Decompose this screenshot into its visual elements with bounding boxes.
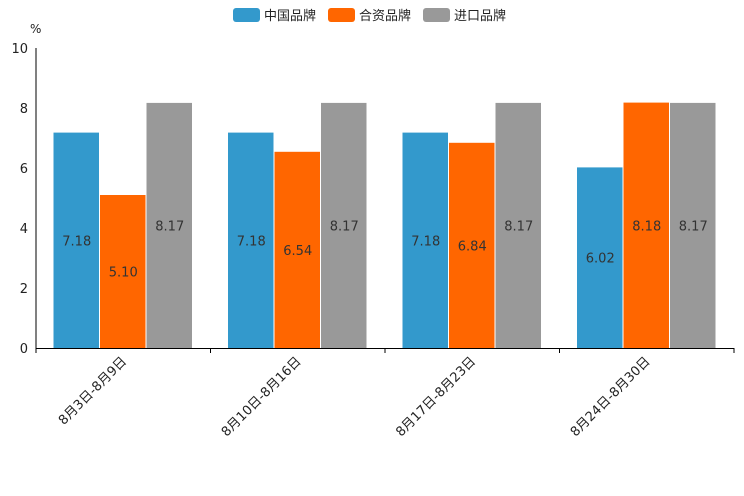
bar-series2-cat4 <box>623 102 669 348</box>
bar-series3-cat1 <box>146 102 192 349</box>
x-category-label: 8月24日-8月30日 <box>568 354 654 440</box>
y-axis-unit: % <box>30 22 41 36</box>
data-label: 6.54 <box>283 244 312 259</box>
x-category-label: 8月10日-8月16日 <box>219 354 305 440</box>
bar-series1-cat2 <box>228 132 274 348</box>
legend-label-3: 进口品牌 <box>454 8 506 24</box>
y-axis: 0 2 4 6 8 10 <box>11 42 37 357</box>
bar-series3-cat3 <box>495 102 541 349</box>
bar-series1-cat4 <box>577 167 623 348</box>
y-tick-label: 6 <box>20 162 28 177</box>
legend: 中国品牌 合资品牌 进口品牌 <box>233 8 506 24</box>
x-category-label: 8月17日-8月23日 <box>393 354 479 440</box>
data-label: 7.18 <box>62 234 91 249</box>
data-label: 6.84 <box>458 239 487 254</box>
legend-swatch-1 <box>233 8 260 22</box>
data-label: 8.18 <box>632 219 661 234</box>
data-label: 7.18 <box>237 234 266 249</box>
legend-swatch-3 <box>423 8 450 22</box>
bar-series2-cat2 <box>274 151 320 348</box>
bars: 7.18 5.10 8.17 7.18 6.54 8.17 7.18 6.84 8.17 6.02… <box>53 102 716 349</box>
data-label: 8.17 <box>330 219 359 234</box>
bar-series1-cat3 <box>402 132 448 348</box>
x-category-label: 8月3日-8月9日 <box>56 354 130 428</box>
data-label: 8.17 <box>155 219 184 234</box>
data-label: 7.18 <box>411 234 440 249</box>
bar-series3-cat4 <box>670 102 716 349</box>
bar-series1-cat1 <box>53 132 99 348</box>
data-label: 6.02 <box>586 252 615 267</box>
y-tick-label: 4 <box>20 222 28 237</box>
bar-series3-cat2 <box>321 102 367 349</box>
legend-label-1: 中国品牌 <box>264 8 316 24</box>
x-axis: 8月3日-8月9日 8月10日-8月16日 8月17日-8月23日 8月24日-8月3… <box>35 348 735 440</box>
y-tick-label: 0 <box>20 342 28 357</box>
legend-label-2: 合资品牌 <box>359 8 411 24</box>
y-tick-label: 10 <box>11 42 28 57</box>
legend-swatch-2 <box>328 8 355 22</box>
data-label: 5.10 <box>109 266 138 281</box>
bar-series2-cat1 <box>100 195 146 348</box>
bar-series2-cat3 <box>449 142 495 348</box>
data-label: 8.17 <box>679 219 708 234</box>
y-tick-label: 2 <box>20 282 28 297</box>
y-tick-label: 8 <box>20 102 28 117</box>
data-label: 8.17 <box>504 219 533 234</box>
